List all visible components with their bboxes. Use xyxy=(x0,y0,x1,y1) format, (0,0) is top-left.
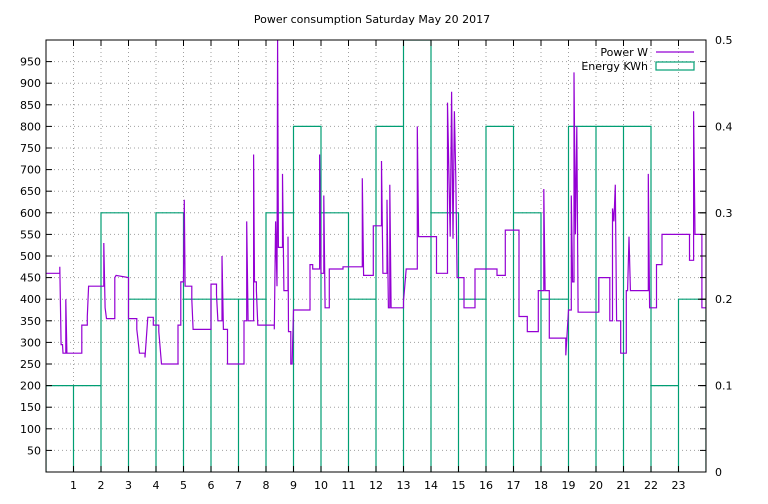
x-tick-label: 8 xyxy=(263,479,270,492)
x-tick-label: 11 xyxy=(342,479,356,492)
y-tick-label: 50 xyxy=(27,444,41,457)
y-tick-label: 850 xyxy=(20,99,41,112)
x-tick-label: 12 xyxy=(369,479,383,492)
y-tick-label: 450 xyxy=(20,272,41,285)
y-tick-label: 250 xyxy=(20,358,41,371)
x-tick-label: 13 xyxy=(397,479,411,492)
x-tick-label: 3 xyxy=(125,479,132,492)
x-tick-label: 18 xyxy=(534,479,548,492)
y2-tick-label: 0.4 xyxy=(715,120,733,133)
x-tick-label: 14 xyxy=(424,479,438,492)
y-tick-label: 350 xyxy=(20,315,41,328)
y-tick-label: 200 xyxy=(20,380,41,393)
chart-title: Power consumption Saturday May 20 2017 xyxy=(254,13,490,26)
x-tick-label: 17 xyxy=(507,479,521,492)
x-tick-label: 20 xyxy=(589,479,603,492)
x-tick-label: 19 xyxy=(562,479,576,492)
y-tick-label: 800 xyxy=(20,120,41,133)
y-tick-label: 150 xyxy=(20,401,41,414)
x-tick-label: 10 xyxy=(314,479,328,492)
y2-tick-label: 0.3 xyxy=(715,207,733,220)
y-tick-label: 750 xyxy=(20,142,41,155)
y-tick-label: 400 xyxy=(20,293,41,306)
x-tick-label: 22 xyxy=(644,479,658,492)
series-power-w xyxy=(46,40,706,365)
y-tick-label: 700 xyxy=(20,164,41,177)
y2-tick-label: 0 xyxy=(715,466,722,479)
x-tick-label: 21 xyxy=(617,479,631,492)
x-tick-label: 9 xyxy=(290,479,297,492)
y-tick-label: 900 xyxy=(20,77,41,90)
x-tick-label: 1 xyxy=(70,479,77,492)
x-tick-label: 5 xyxy=(180,479,187,492)
y-tick-label: 100 xyxy=(20,423,41,436)
x-tick-label: 2 xyxy=(98,479,105,492)
y-tick-label: 550 xyxy=(20,228,41,241)
y-tick-label: 300 xyxy=(20,336,41,349)
x-tick-label: 6 xyxy=(208,479,215,492)
legend-swatch-energy xyxy=(655,61,695,71)
x-tick-label: 7 xyxy=(235,479,242,492)
y-tick-label: 950 xyxy=(20,56,41,69)
legend-label-power: Power W xyxy=(600,46,648,59)
x-tick-label: 23 xyxy=(672,479,686,492)
legend-label-energy: Energy KWh xyxy=(581,60,648,73)
x-tick-label: 4 xyxy=(153,479,160,492)
x-tick-label: 15 xyxy=(452,479,466,492)
y-tick-label: 650 xyxy=(20,185,41,198)
y-tick-label: 600 xyxy=(20,207,41,220)
x-tick-label: 16 xyxy=(479,479,493,492)
y2-tick-label: 0.2 xyxy=(715,293,733,306)
y2-tick-label: 0.1 xyxy=(715,380,733,393)
y2-tick-label: 0.5 xyxy=(715,34,733,47)
y-tick-label: 500 xyxy=(20,250,41,263)
